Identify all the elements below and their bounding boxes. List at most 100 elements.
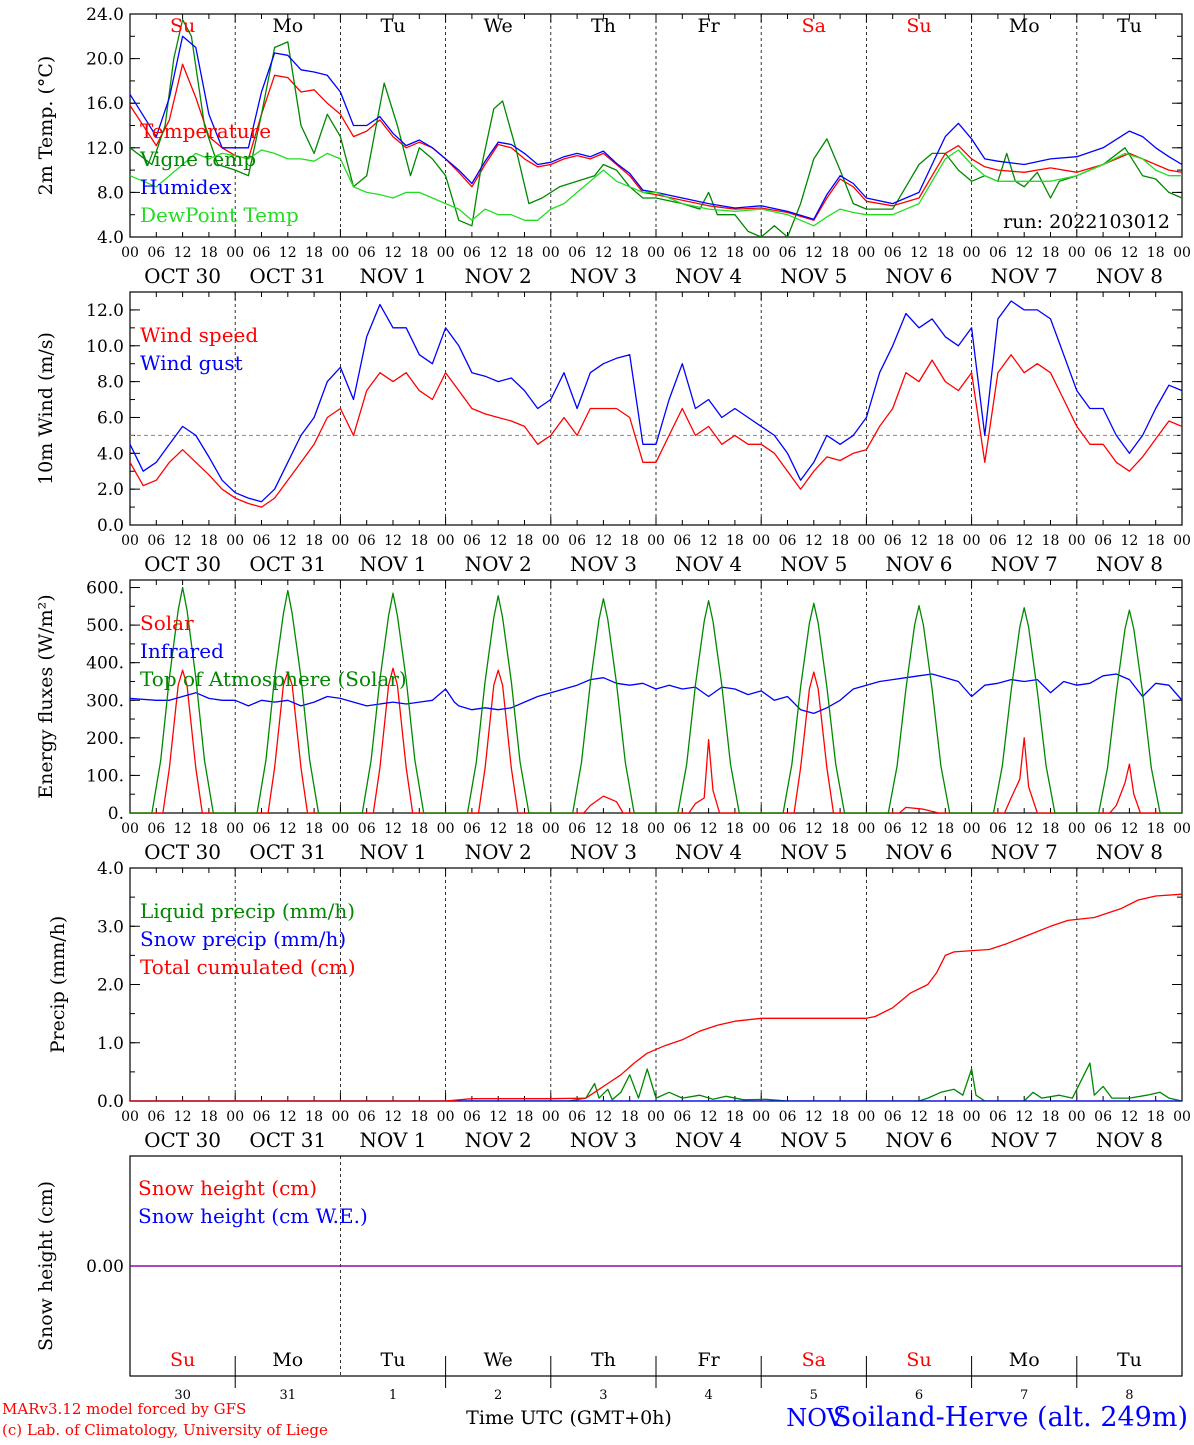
series-group [130, 300, 1182, 508]
y-tick-label: 100. [86, 766, 124, 786]
hour-label: 00 [1068, 821, 1086, 837]
footer-month-label: NOV [786, 1404, 844, 1432]
hour-label: 12 [1015, 1109, 1033, 1125]
hour-label: 18 [621, 533, 639, 549]
hour-label: 12 [910, 245, 928, 261]
hour-label: 00 [331, 1109, 349, 1125]
date-label: NOV 4 [675, 1128, 742, 1152]
hour-label: 18 [1042, 821, 1060, 837]
hour-label: 00 [1068, 533, 1086, 549]
day-name: Su [170, 1349, 195, 1371]
hour-label: 18 [1042, 1109, 1060, 1125]
hour-label: 18 [305, 821, 323, 837]
hour-label: 00 [437, 821, 455, 837]
hour-label: 12 [384, 821, 402, 837]
hour-label: 18 [410, 533, 428, 549]
day-name: Fr [697, 1349, 720, 1371]
hour-label: 12 [279, 245, 297, 261]
hour-label: 06 [358, 1109, 376, 1125]
series-line-red [130, 667, 1182, 813]
day-name: We [484, 1349, 513, 1371]
hour-label: 00 [437, 245, 455, 261]
series-line-green [130, 18, 1182, 237]
hour-label: 06 [358, 533, 376, 549]
hour-label: 18 [1147, 245, 1165, 261]
hour-label: 18 [831, 1109, 849, 1125]
hour-label: 18 [621, 821, 639, 837]
hour-label: 06 [253, 821, 271, 837]
y-tick-label: 24.0 [86, 5, 124, 25]
hour-label: 06 [463, 533, 481, 549]
day-name: Mo [272, 1349, 303, 1371]
date-label: OCT 30 [144, 552, 221, 576]
day-name: Su [170, 15, 195, 37]
hour-label: 00 [857, 821, 875, 837]
day-name: Tu [381, 15, 406, 37]
series-group [130, 893, 1182, 1101]
hour-label: 00 [963, 245, 981, 261]
y-tick-label: 0.0 [97, 516, 124, 536]
hour-label: 12 [1120, 1109, 1138, 1125]
y-tick-label: 400. [86, 654, 124, 674]
hour-label: 12 [1015, 245, 1033, 261]
hour-label: 06 [779, 821, 797, 837]
day-name: Mo [1009, 1349, 1040, 1371]
hour-label: 00 [963, 1109, 981, 1125]
y-tick-label: 0. [108, 804, 124, 824]
series-line-blue [130, 35, 1182, 220]
hour-label: 00 [542, 821, 560, 837]
hour-label: 00 [752, 821, 770, 837]
hour-label: 12 [174, 245, 192, 261]
panels: 4.08.012.016.020.024.02m Temp. (°C) Tempe… [35, 5, 1191, 1403]
hour-label: 18 [936, 245, 954, 261]
date-label: NOV 5 [780, 1128, 847, 1152]
hour-label: 12 [279, 1109, 297, 1125]
day-name: Sa [802, 1349, 826, 1371]
date-label: OCT 31 [249, 552, 326, 576]
day-name: We [484, 15, 513, 37]
hour-label: 06 [673, 1109, 691, 1125]
day-number: 31 [280, 1388, 297, 1403]
date-label: NOV 2 [465, 1128, 532, 1152]
date-label: NOV 3 [570, 840, 637, 864]
date-label: NOV 7 [991, 264, 1058, 288]
series-line-green [130, 586, 1182, 813]
hour-label: 18 [726, 821, 744, 837]
date-label: NOV 2 [465, 552, 532, 576]
hour-label: 00 [226, 1109, 244, 1125]
day-number: 2 [494, 1388, 502, 1403]
panel-temp: 4.0 8.0 12.0 16.0 20.0 24.0 2m Temp. (°C) Tempe… [35, 5, 1191, 288]
y-tick-label: 2.0 [97, 976, 124, 996]
hour-label: 00 [1068, 245, 1086, 261]
hour-label: 00 [121, 533, 139, 549]
hour-label: 00 [857, 533, 875, 549]
hour-label: 18 [1042, 533, 1060, 549]
hour-label: 18 [516, 1109, 534, 1125]
date-label: NOV 5 [780, 840, 847, 864]
hour-label: 00 [331, 821, 349, 837]
hour-label: 12 [910, 533, 928, 549]
date-label: NOV 3 [570, 552, 637, 576]
hour-label: 00 [1173, 821, 1191, 837]
day-number: 3 [599, 1388, 607, 1403]
hour-label: 12 [910, 821, 928, 837]
date-label: NOV 4 [675, 840, 742, 864]
hour-label: 00 [963, 533, 981, 549]
hour-label: 06 [253, 245, 271, 261]
date-label: NOV 7 [991, 1128, 1058, 1152]
hour-label: 18 [621, 245, 639, 261]
hour-label: 12 [1015, 821, 1033, 837]
panel-flux: 0. 100. 200. 300. 400. 500. 600. Energy fluxes … [35, 579, 1191, 864]
y-tick-label: 8.0 [97, 183, 124, 203]
hour-label: 06 [884, 1109, 902, 1125]
hour-label: 18 [936, 533, 954, 549]
hour-label: 18 [410, 821, 428, 837]
y-tick-label: 4.0 [97, 228, 124, 248]
date-label: NOV 6 [885, 552, 952, 576]
hour-label: 12 [1120, 533, 1138, 549]
hour-label: 00 [226, 533, 244, 549]
date-label: NOV 6 [885, 264, 952, 288]
hour-label: 12 [1120, 821, 1138, 837]
y-axis-title: 10m Wind (m/s) [35, 332, 57, 485]
series-line-lightgreen [130, 149, 1182, 227]
